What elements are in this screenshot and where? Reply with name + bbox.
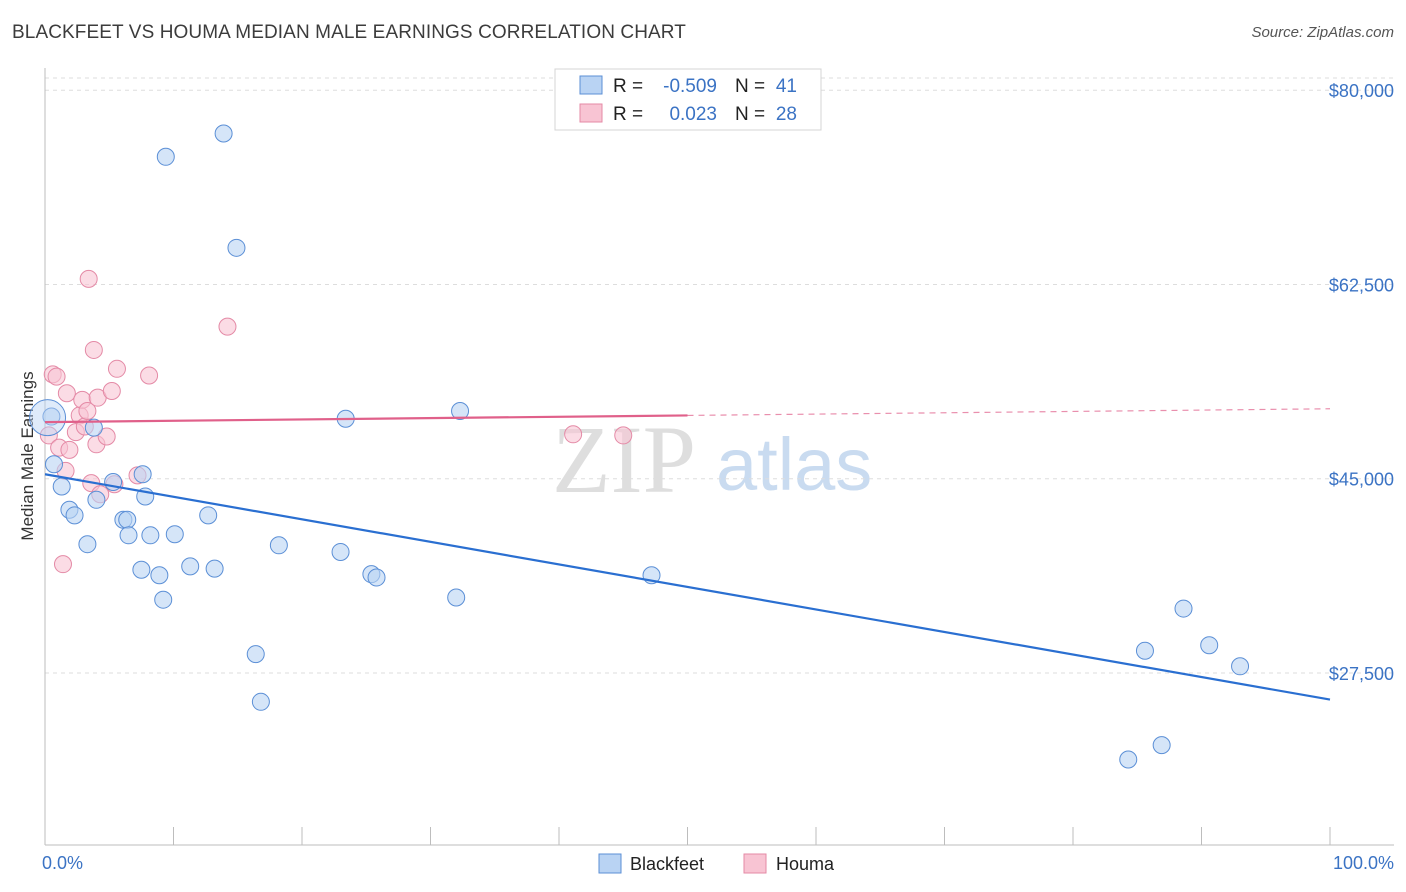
houma-point bbox=[564, 425, 583, 444]
blackfeet-point bbox=[181, 557, 200, 576]
blackfeet-point bbox=[246, 645, 265, 664]
legend-r-value-blackfeet: -0.509 bbox=[663, 76, 717, 97]
legend-n-label-blackfeet: N = bbox=[735, 76, 765, 97]
houma-point bbox=[102, 382, 121, 401]
y-axis-label: Median Male Earnings bbox=[18, 371, 37, 540]
legend-swatch-houma bbox=[579, 103, 603, 123]
bottom-legend-swatch-houma bbox=[743, 853, 767, 874]
blackfeet-point bbox=[42, 407, 61, 426]
houma-point bbox=[60, 440, 79, 459]
blackfeet-point bbox=[1200, 636, 1219, 655]
legend-r-label-blackfeet: R = bbox=[613, 76, 643, 97]
houma-point bbox=[218, 317, 237, 336]
bottom-legend-label-houma: Houma bbox=[776, 854, 835, 874]
houma-point bbox=[140, 366, 159, 385]
legend-r-value-houma: 0.023 bbox=[669, 104, 717, 125]
legend-n-label-houma: N = bbox=[735, 104, 765, 125]
y-tick-label: $27,500 bbox=[1329, 664, 1394, 684]
blackfeet-point bbox=[165, 525, 184, 544]
gridlines bbox=[45, 77, 1394, 674]
legend-n-value-houma: 28 bbox=[776, 104, 797, 125]
stats-legend: R = -0.509 N = 41 R = 0.023 N = 28 bbox=[554, 68, 822, 131]
blackfeet-point bbox=[84, 418, 103, 437]
chart-title: BLACKFEET VS HOUMA MEDIAN MALE EARNINGS … bbox=[12, 22, 686, 43]
blackfeet-point bbox=[132, 560, 151, 579]
blackfeet-trend-line bbox=[44, 473, 1331, 701]
y-tick-label: $80,000 bbox=[1329, 81, 1394, 101]
houma-point bbox=[47, 367, 66, 386]
blackfeet-point bbox=[133, 465, 152, 484]
blackfeet-point bbox=[1119, 750, 1138, 769]
houma-point bbox=[53, 555, 72, 574]
source-label: Source: ZipAtlas.com bbox=[1251, 24, 1394, 41]
blackfeet-point bbox=[1231, 657, 1250, 676]
legend-swatch-blackfeet bbox=[579, 75, 603, 95]
y-tick-label: $45,000 bbox=[1329, 470, 1394, 490]
blackfeet-point bbox=[150, 566, 169, 585]
houma-point bbox=[79, 269, 98, 288]
blackfeet-point bbox=[367, 568, 386, 587]
blackfeet-point bbox=[1152, 736, 1171, 755]
blackfeet-point bbox=[87, 490, 106, 509]
blackfeet-point bbox=[227, 238, 246, 257]
houma-point bbox=[78, 401, 97, 420]
blackfeet-point bbox=[331, 542, 350, 561]
blackfeet-point bbox=[156, 147, 175, 166]
blackfeet-point bbox=[65, 506, 84, 525]
blackfeet-point bbox=[154, 590, 173, 609]
trend-lines bbox=[44, 408, 1331, 701]
houma-point bbox=[84, 340, 103, 359]
houma-point bbox=[107, 359, 126, 378]
y-tick-label: $62,500 bbox=[1329, 275, 1394, 295]
watermark-zip: ZIP bbox=[552, 406, 696, 513]
blackfeet-point bbox=[451, 401, 470, 420]
watermark-atlas: atlas bbox=[716, 423, 872, 506]
blackfeet-point bbox=[269, 536, 288, 555]
houma-point bbox=[97, 427, 116, 446]
houma-trend-extension bbox=[687, 408, 1331, 417]
blackfeet-point bbox=[1174, 599, 1193, 618]
series-legend: Blackfeet Houma bbox=[598, 853, 835, 874]
blackfeet-point bbox=[44, 455, 63, 474]
blackfeet-point bbox=[52, 477, 71, 496]
blackfeet-point bbox=[78, 535, 97, 554]
blackfeet-point bbox=[118, 510, 137, 529]
blackfeet-point bbox=[1135, 641, 1154, 660]
blackfeet-point bbox=[141, 526, 160, 545]
x-ticks bbox=[173, 827, 1331, 845]
houma-trend-line bbox=[44, 414, 688, 424]
blackfeet-point bbox=[119, 526, 138, 545]
blackfeet-point bbox=[199, 506, 218, 525]
houma-point bbox=[57, 384, 76, 403]
houma-point bbox=[614, 426, 633, 445]
blackfeet-point bbox=[205, 559, 224, 578]
legend-r-label-houma: R = bbox=[613, 104, 643, 125]
x-tick-label-max: 100.0% bbox=[1333, 853, 1394, 873]
blackfeet-point bbox=[251, 692, 270, 711]
blackfeet-point bbox=[214, 124, 233, 143]
y-tick-labels: $80,000 $62,500 $45,000 $27,500 bbox=[1329, 81, 1394, 684]
axes bbox=[44, 68, 1394, 846]
blackfeet-point bbox=[447, 588, 466, 607]
legend-n-value-blackfeet: 41 bbox=[776, 76, 797, 97]
bottom-legend-label-blackfeet: Blackfeet bbox=[630, 854, 704, 874]
blackfeet-cluster-point bbox=[29, 399, 67, 437]
bottom-legend-swatch-blackfeet bbox=[598, 853, 622, 874]
x-tick-label-min: 0.0% bbox=[42, 853, 83, 873]
